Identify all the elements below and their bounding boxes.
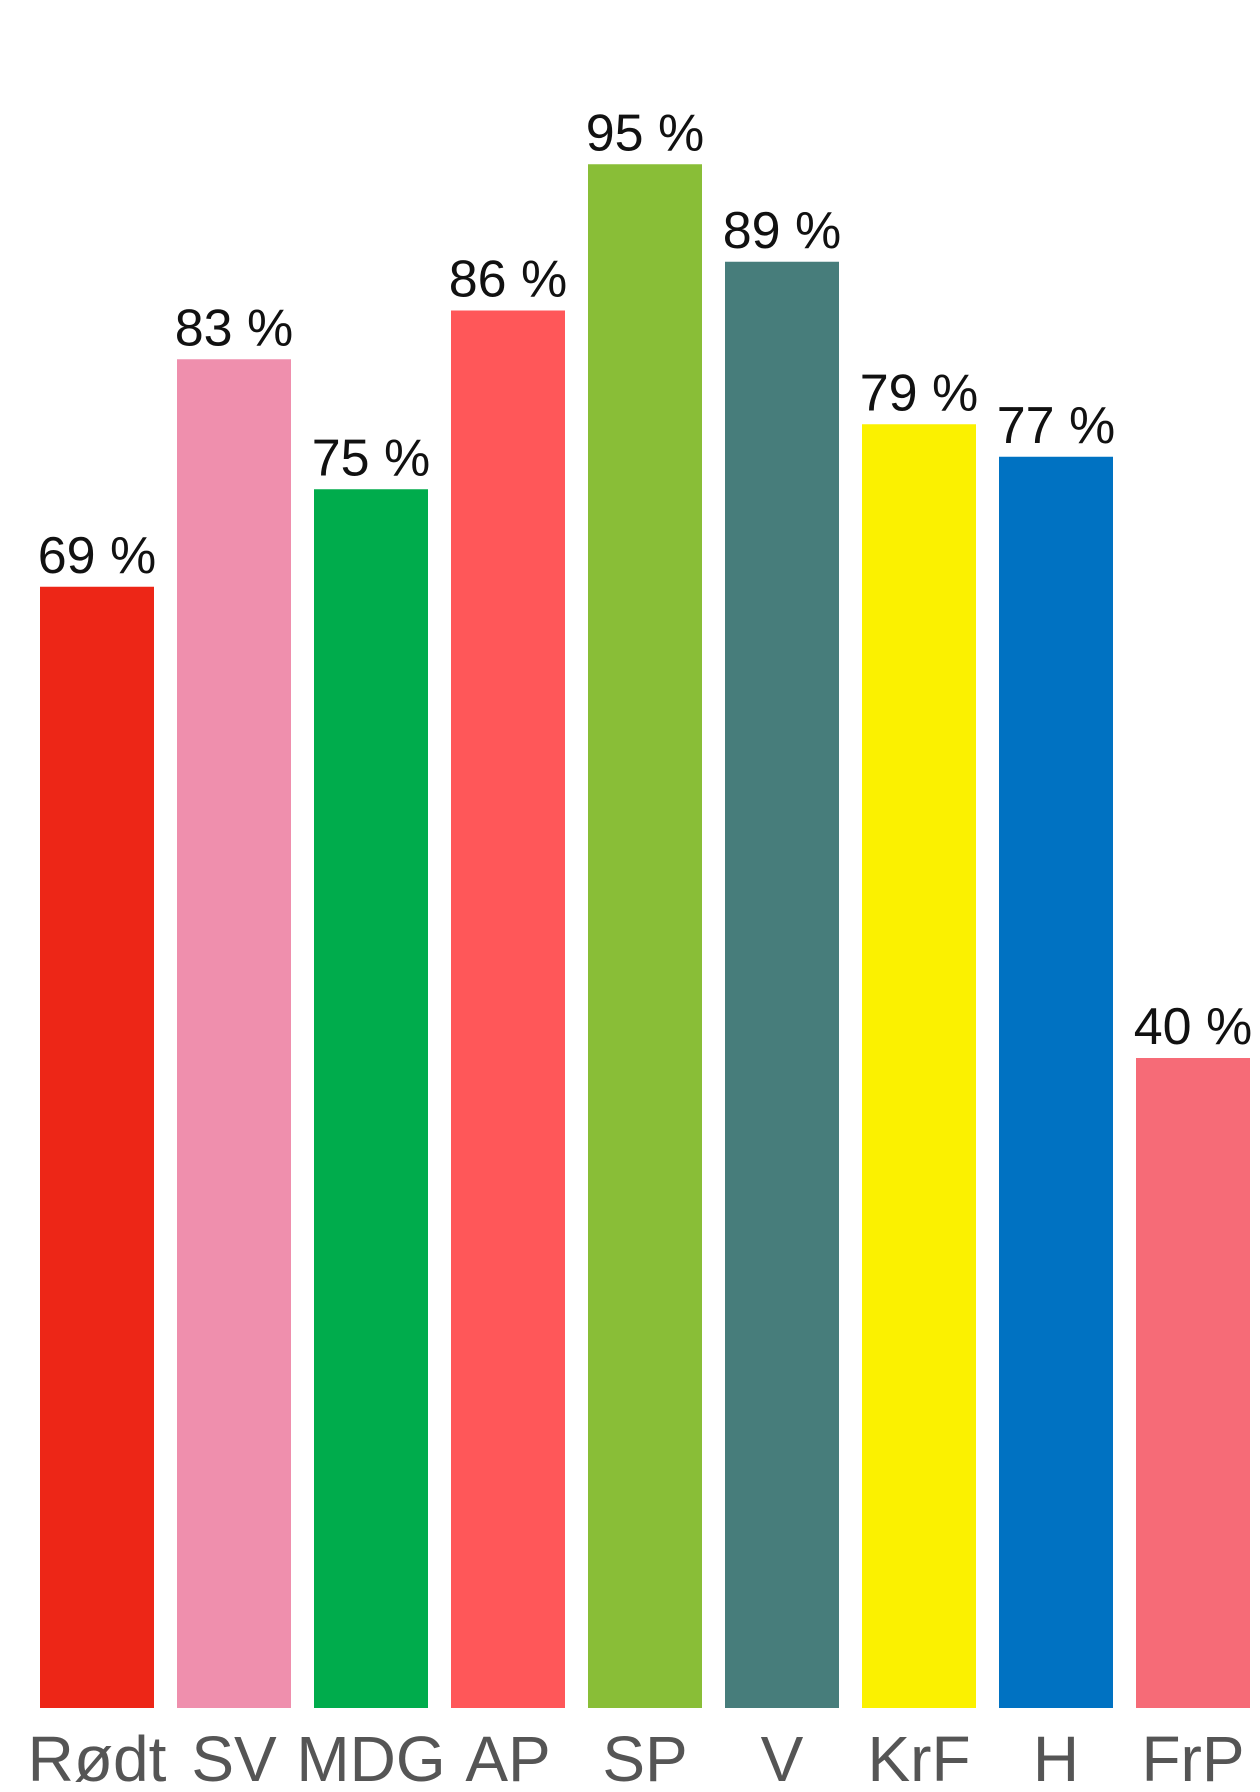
category-label-sp: SP xyxy=(602,1723,687,1792)
value-label-v: 89 % xyxy=(723,202,842,260)
bar-rodt xyxy=(40,586,154,1708)
category-label-h: H xyxy=(1033,1723,1079,1792)
bar-krf xyxy=(862,424,976,1708)
bar-h xyxy=(999,456,1113,1708)
category-label-v: V xyxy=(761,1723,804,1792)
value-label-sv: 83 % xyxy=(175,299,294,357)
bar-sp xyxy=(588,164,702,1708)
value-label-frp: 40 % xyxy=(1134,998,1253,1056)
category-label-frp: FrP xyxy=(1141,1723,1244,1792)
category-label-ap: AP xyxy=(465,1723,550,1792)
bar-ap xyxy=(451,310,565,1708)
bars-group xyxy=(40,164,1250,1708)
value-label-h: 77 % xyxy=(997,397,1116,455)
category-label-sv: SV xyxy=(191,1723,277,1792)
category-label-rodt: Rødt xyxy=(28,1723,167,1792)
category-labels-group: Rødt SV MDG AP SP V KrF H FrP xyxy=(28,1723,1245,1792)
bar-frp xyxy=(1136,1058,1250,1708)
bar-mdg xyxy=(314,489,428,1708)
category-label-krf: KrF xyxy=(867,1723,970,1792)
value-label-rodt: 69 % xyxy=(38,527,157,585)
value-label-sp: 95 % xyxy=(586,104,705,162)
value-label-krf: 79 % xyxy=(860,364,979,422)
value-label-mdg: 75 % xyxy=(312,429,431,487)
bar-v xyxy=(725,261,839,1708)
value-labels-group: 69 % 83 % 75 % 86 % 95 % 89 % 79 % 77 % 40 % xyxy=(38,104,1253,1056)
bar-sv xyxy=(177,359,291,1708)
value-label-ap: 86 % xyxy=(449,251,568,309)
category-label-mdg: MDG xyxy=(296,1723,445,1792)
